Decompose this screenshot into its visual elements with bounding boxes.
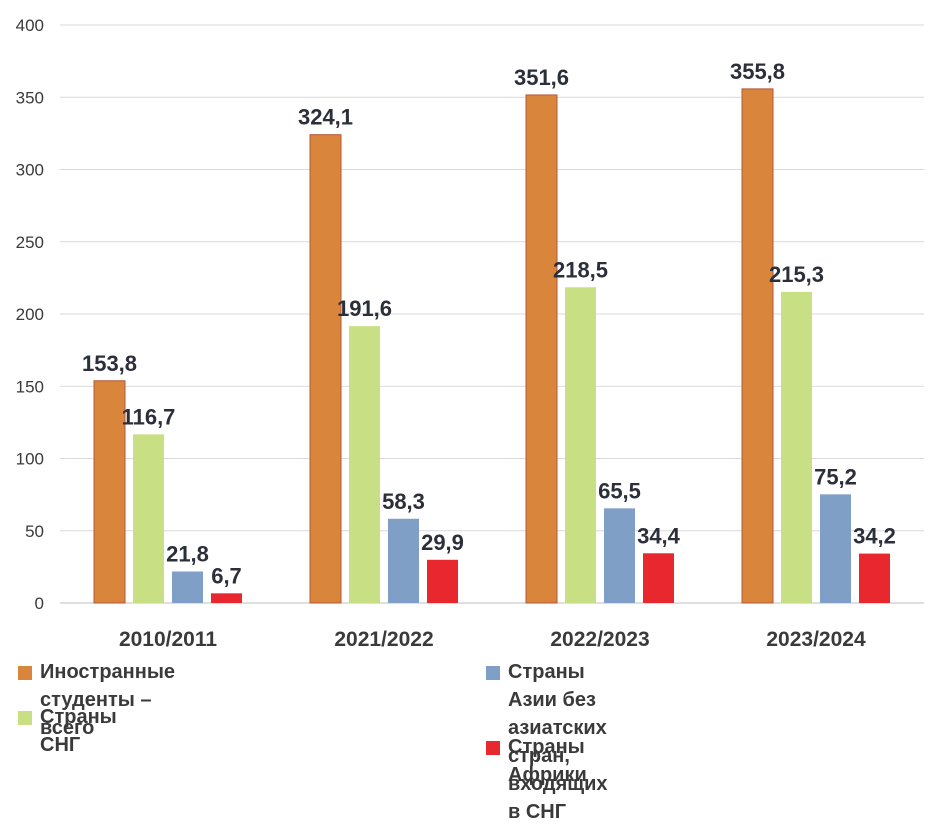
x-category-label: 2010/2011 xyxy=(119,628,217,651)
x-category-label: 2023/2024 xyxy=(766,628,866,651)
y-tick-label: 300 xyxy=(16,161,44,180)
bar-cis xyxy=(133,434,164,603)
y-tick-label: 200 xyxy=(16,305,44,324)
bar-africa xyxy=(211,593,242,603)
bar-chart: 0 50 100 150 200 250 300 350 400 153,8 116,7 21,86,… xyxy=(16,16,924,651)
x-category-label: 2022/2023 xyxy=(550,628,649,651)
bar-asia xyxy=(388,518,419,603)
data-label-asia: 75,2 xyxy=(814,464,857,489)
chart-root: 0 50 100 150 200 250 300 350 400 153,8 116,7 21,8 6,… xyxy=(16,16,924,823)
data-label-cis: 218,5 xyxy=(553,257,608,282)
y-tick-label: 150 xyxy=(16,377,44,396)
y-tick-label: 50 xyxy=(25,522,44,541)
data-label-africa: 29,9 xyxy=(421,530,464,555)
data-label-cis: 191,6 xyxy=(337,296,392,321)
bar-africa xyxy=(427,559,458,603)
data-label-total: 324,1 xyxy=(298,105,353,130)
y-tick-label: 250 xyxy=(16,233,44,252)
legend-swatch-total xyxy=(18,666,32,680)
data-label-total: 153,8 xyxy=(82,351,137,376)
legend-label-asia-line1: Страны Азии без азиатских стран, xyxy=(508,661,607,767)
data-label-africa: 6,7 xyxy=(211,563,242,588)
data-label-total: 355,8 xyxy=(730,59,785,84)
legend-label-cis: Страны СНГ xyxy=(40,706,117,756)
data-label-asia: 65,5 xyxy=(598,478,641,503)
bar-asia xyxy=(820,494,851,603)
legend-swatch-asia xyxy=(486,666,500,680)
data-label-cis: 116,7 xyxy=(122,404,176,429)
bar-asia xyxy=(604,508,635,603)
y-tick-label: 400 xyxy=(16,16,44,35)
bar-cis xyxy=(349,326,380,603)
data-label-total: 351,6 xyxy=(514,65,569,90)
data-label-asia: 21,8 xyxy=(166,541,209,566)
bar-cis xyxy=(781,291,812,603)
bar-total xyxy=(741,88,774,604)
bar-total xyxy=(309,134,342,604)
bar-asia xyxy=(172,571,203,603)
y-tick-label: 100 xyxy=(16,450,44,469)
x-category-label: 2021/2022 xyxy=(334,628,433,651)
y-tick-label: 0 xyxy=(35,594,44,613)
data-label-africa: 34,4 xyxy=(637,523,681,548)
bar-africa xyxy=(859,553,890,603)
bar-africa xyxy=(643,553,674,603)
data-label-asia: 58,3 xyxy=(382,489,425,514)
legend-item-total: Иностранные студенты – всего xyxy=(18,661,175,742)
legend-label-total: Иностранные студенты – всего xyxy=(40,661,176,739)
bar-total xyxy=(525,94,558,604)
data-label-africa: 34,2 xyxy=(853,524,896,549)
legend-swatch-cis xyxy=(18,711,32,725)
legend-swatch-africa xyxy=(486,741,500,755)
legend-item-africa: Страны Африки xyxy=(486,736,587,789)
legend-item-cis: Страны СНГ xyxy=(18,706,117,759)
bar-total xyxy=(93,380,126,604)
data-label-cis: 215,3 xyxy=(769,262,824,287)
bar-cis xyxy=(565,287,596,603)
y-tick-label: 350 xyxy=(16,88,44,107)
